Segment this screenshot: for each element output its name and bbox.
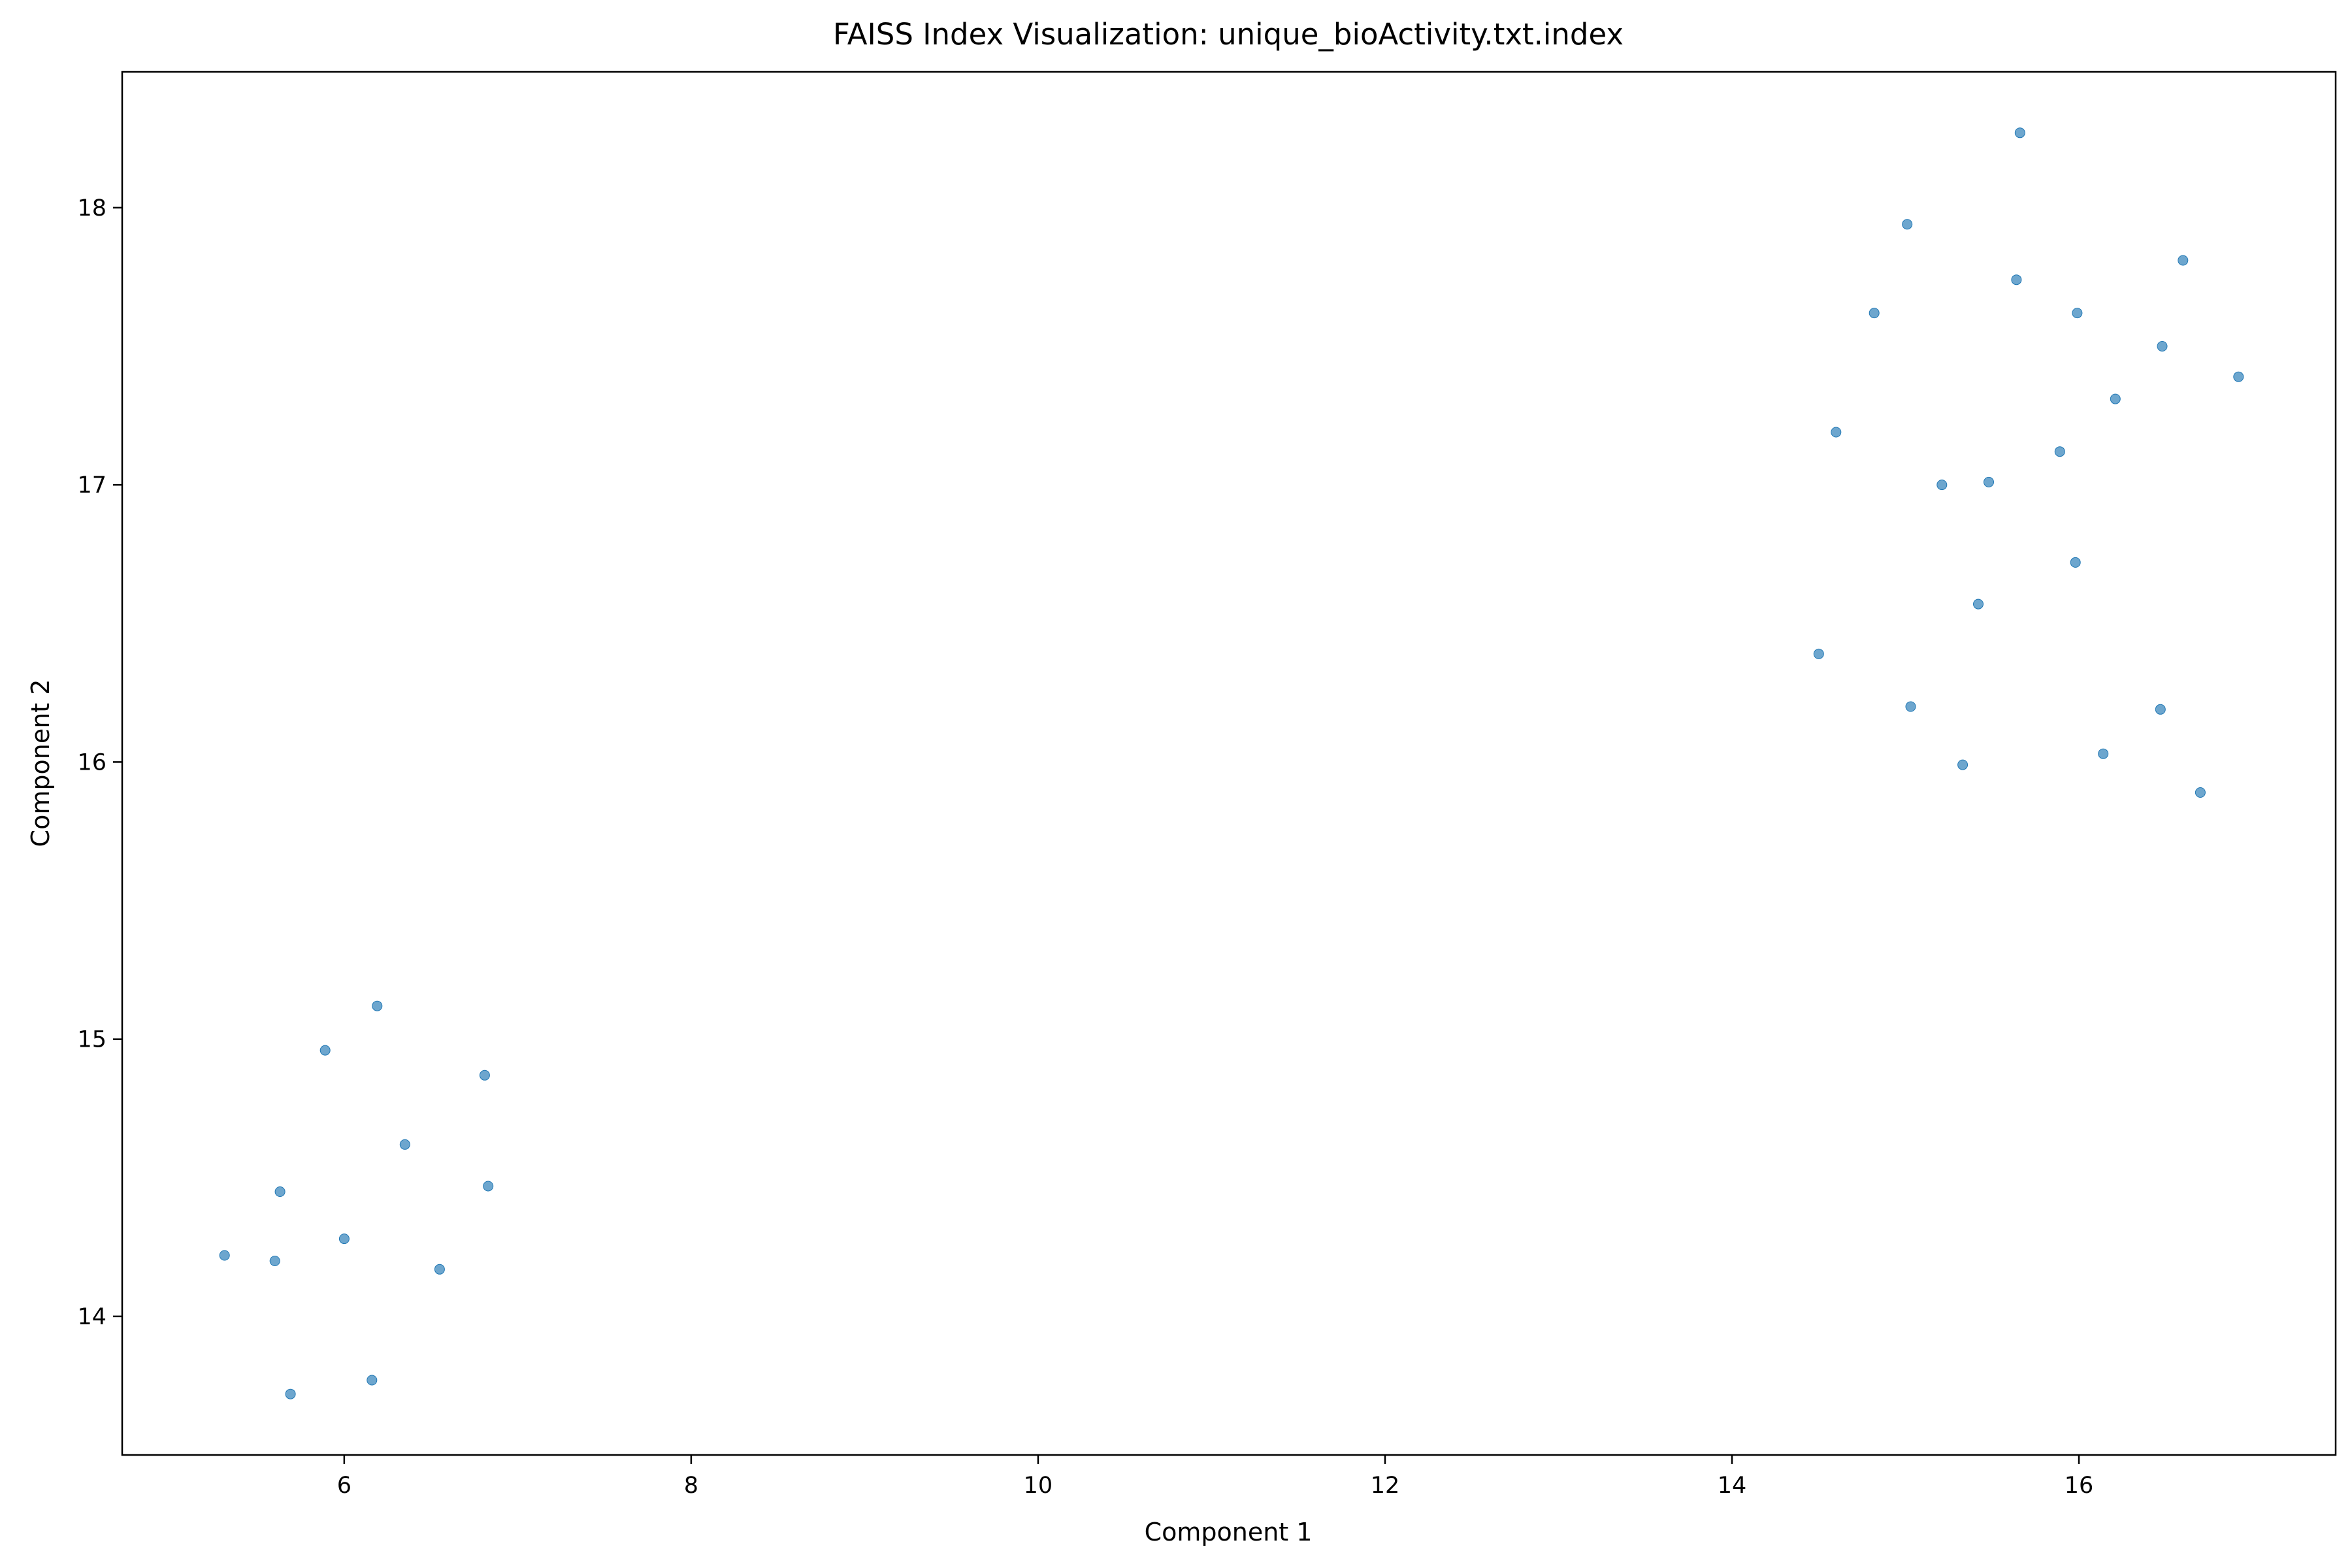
y-tick-label: 14 xyxy=(77,1304,106,1330)
chart-title: FAISS Index Visualization: unique_bioAct… xyxy=(833,17,1624,52)
data-point xyxy=(2233,371,2244,382)
x-tick-label: 16 xyxy=(2065,1473,2094,1499)
y-tick-label: 15 xyxy=(77,1027,106,1053)
data-point xyxy=(367,1375,378,1386)
data-point xyxy=(372,1000,383,1011)
data-point xyxy=(1813,648,1824,659)
x-tick-label: 8 xyxy=(684,1473,698,1499)
data-point xyxy=(1902,219,1913,230)
data-point xyxy=(285,1388,296,1399)
points-layer xyxy=(219,127,2244,1399)
x-tick-label: 10 xyxy=(1024,1473,1053,1499)
y-tick-label: 17 xyxy=(77,472,106,498)
x-tick-label: 14 xyxy=(1718,1473,1747,1499)
data-point xyxy=(338,1233,350,1245)
data-point xyxy=(2157,341,2168,351)
data-point xyxy=(1831,427,1842,438)
data-point xyxy=(1936,480,1948,491)
data-point xyxy=(2072,308,2083,319)
x-axis-label: Component 1 xyxy=(1145,1518,1313,1546)
y-tick-label: 18 xyxy=(77,195,106,221)
x-tick-label: 6 xyxy=(337,1473,351,1499)
data-point xyxy=(399,1139,410,1150)
data-point xyxy=(2054,446,2065,457)
y-axis-label: Component 2 xyxy=(26,679,55,847)
data-point xyxy=(269,1256,280,1266)
ticks-layer: 6 8 10 12 14 16 14 15 16 17 18 xyxy=(77,195,2093,1499)
data-point xyxy=(1973,598,1984,610)
data-point xyxy=(1869,308,1880,319)
data-point xyxy=(2155,704,2166,715)
plot-frame xyxy=(121,71,2337,1456)
data-point xyxy=(2195,787,2206,798)
data-point xyxy=(2070,557,2081,568)
data-point xyxy=(319,1045,331,1056)
y-tick-label: 16 xyxy=(77,749,106,776)
data-point xyxy=(479,1070,490,1081)
data-point xyxy=(1905,701,1916,712)
data-point xyxy=(219,1250,230,1261)
data-point xyxy=(2178,255,2189,266)
data-point xyxy=(483,1181,494,1192)
data-point xyxy=(2110,393,2121,404)
data-point xyxy=(2014,127,2025,139)
x-tick-label: 12 xyxy=(1371,1473,1400,1499)
data-point xyxy=(2011,274,2022,286)
data-point xyxy=(274,1186,286,1197)
data-point xyxy=(1957,759,1968,770)
data-point xyxy=(434,1264,445,1275)
data-point xyxy=(1984,476,1994,487)
data-point xyxy=(2098,748,2109,759)
